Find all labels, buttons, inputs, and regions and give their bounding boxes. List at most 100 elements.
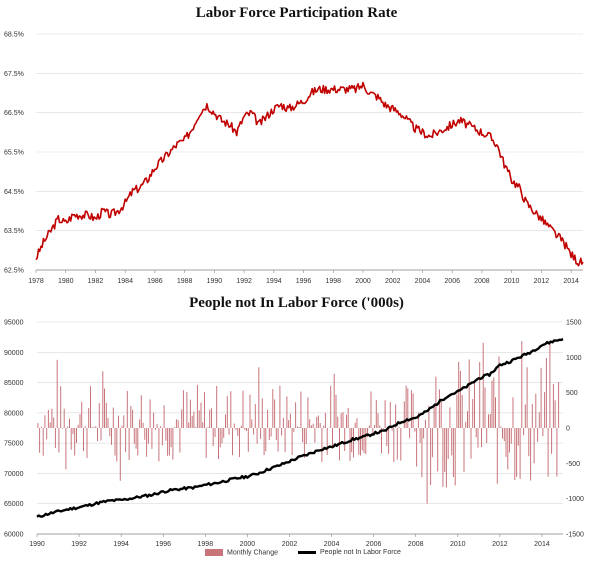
x-tick-label: 1996 xyxy=(155,541,171,548)
bar-monthly-change xyxy=(69,418,70,428)
bar-monthly-change xyxy=(349,428,351,461)
bar-monthly-change xyxy=(474,382,475,428)
bar-monthly-change xyxy=(335,394,337,428)
bar-monthly-change xyxy=(214,428,216,437)
bar-monthly-change xyxy=(521,341,523,428)
x-tick-label: 2000 xyxy=(355,278,371,285)
bar-monthly-change xyxy=(60,386,62,428)
x-tick-label: 1982 xyxy=(88,278,104,285)
bar-monthly-change xyxy=(140,395,142,428)
bar-monthly-change xyxy=(158,428,160,462)
bar-monthly-change xyxy=(260,428,262,440)
bar-monthly-change xyxy=(139,419,141,428)
bar-monthly-change xyxy=(226,396,228,428)
bar-monthly-change xyxy=(449,407,451,428)
bar-monthly-change xyxy=(468,359,470,428)
bar-monthly-change xyxy=(165,428,167,441)
bar-monthly-change xyxy=(177,420,179,428)
bar-monthly-change xyxy=(79,414,81,428)
bar-monthly-change xyxy=(291,428,293,455)
bar-monthly-change xyxy=(81,401,83,428)
y-right-tick-label: -1000 xyxy=(566,496,584,503)
chart-people-not-in-labor-force: 60000 65000 70000 75000 80000 85000 90000 95000… xyxy=(4,320,584,549)
bar-monthly-change xyxy=(528,428,530,457)
y-tick-label: 65.5% xyxy=(4,150,24,157)
x-tick-label: 1996 xyxy=(296,278,312,285)
bar-monthly-change xyxy=(225,414,226,428)
bar-monthly-change xyxy=(353,428,354,458)
y-tick-label: 66.5% xyxy=(4,110,24,117)
bar-monthly-change xyxy=(547,428,549,477)
bar-monthly-change xyxy=(459,370,461,428)
chart-participation-rate: 62.5% 63.5% 64.5% 65.5% 66.5% 67.5% 68.5% 1978 1… xyxy=(4,32,584,285)
bar-monthly-change xyxy=(510,428,512,444)
bar-monthly-change xyxy=(90,386,91,428)
bar-monthly-change xyxy=(489,414,491,428)
bar-monthly-change xyxy=(240,425,242,428)
bar-monthly-change xyxy=(76,428,77,443)
bar-monthly-change xyxy=(251,419,253,428)
bar-monthly-change xyxy=(524,404,526,428)
bar-monthly-change xyxy=(367,428,368,438)
bar-monthly-change xyxy=(40,426,42,428)
y-right-tick-label: -500 xyxy=(566,461,580,468)
bar-monthly-change xyxy=(484,387,486,428)
bar-monthly-change xyxy=(111,428,112,445)
bar-monthly-change xyxy=(452,428,454,477)
bar-monthly-change xyxy=(347,408,349,428)
legend-label-monthly-change: Monthly Change xyxy=(227,549,278,557)
bar-monthly-change xyxy=(61,428,63,429)
bar-monthly-change xyxy=(221,428,223,444)
bar-monthly-change xyxy=(375,400,377,428)
bar-monthly-change xyxy=(91,427,93,428)
x-tick-label: 2012 xyxy=(492,541,508,548)
x-tick-label: 1986 xyxy=(147,278,163,285)
y-left-tick-label: 70000 xyxy=(4,471,24,478)
bar-monthly-change xyxy=(126,391,128,428)
bar-monthly-change xyxy=(302,428,304,443)
y-tick-label: 63.5% xyxy=(4,228,24,235)
bar-monthly-change xyxy=(400,428,402,461)
bar-monthly-change xyxy=(433,404,435,428)
bar-monthly-change xyxy=(333,373,335,428)
bar-monthly-change xyxy=(305,428,307,445)
bar-monthly-change xyxy=(467,411,468,428)
bar-monthly-change xyxy=(253,428,255,435)
bar-monthly-change xyxy=(346,414,347,428)
bar-monthly-change xyxy=(277,428,279,452)
bar-monthly-change xyxy=(358,428,360,455)
x-tick-label: 1994 xyxy=(266,278,282,285)
bar-monthly-change xyxy=(70,428,72,450)
bar-monthly-change xyxy=(309,419,311,428)
bar-monthly-change xyxy=(135,428,137,449)
bar-monthly-change xyxy=(261,398,263,428)
bar-monthly-change xyxy=(179,428,181,453)
bar-monthly-change xyxy=(112,407,114,428)
bar-monthly-change xyxy=(132,409,134,428)
y-tick-label: 68.5% xyxy=(4,32,24,39)
bar-monthly-change xyxy=(431,428,433,458)
bar-monthly-change xyxy=(263,428,265,456)
bar-monthly-change xyxy=(342,412,344,428)
bar-monthly-change xyxy=(544,392,546,428)
bar-monthly-change xyxy=(463,428,465,472)
bar-monthly-change xyxy=(258,367,260,428)
bar-monthly-change xyxy=(95,426,97,428)
bar-monthly-change xyxy=(267,409,269,428)
bar-monthly-change xyxy=(412,393,414,428)
bar-monthly-change xyxy=(509,428,510,453)
bar-monthly-change xyxy=(246,428,247,431)
bar-monthly-change xyxy=(272,389,274,428)
bar-monthly-change xyxy=(428,405,430,428)
bar-monthly-change xyxy=(207,427,209,428)
bar-monthly-change xyxy=(202,422,204,428)
bar-monthly-change xyxy=(288,420,290,428)
bar-monthly-change xyxy=(417,412,419,428)
bar-monthly-change xyxy=(472,399,474,428)
bar-monthly-change xyxy=(189,399,191,428)
bar-monthly-change xyxy=(53,417,55,428)
bar-monthly-change xyxy=(416,428,418,467)
bar-monthly-change xyxy=(537,428,539,442)
bar-monthly-change xyxy=(323,425,325,428)
